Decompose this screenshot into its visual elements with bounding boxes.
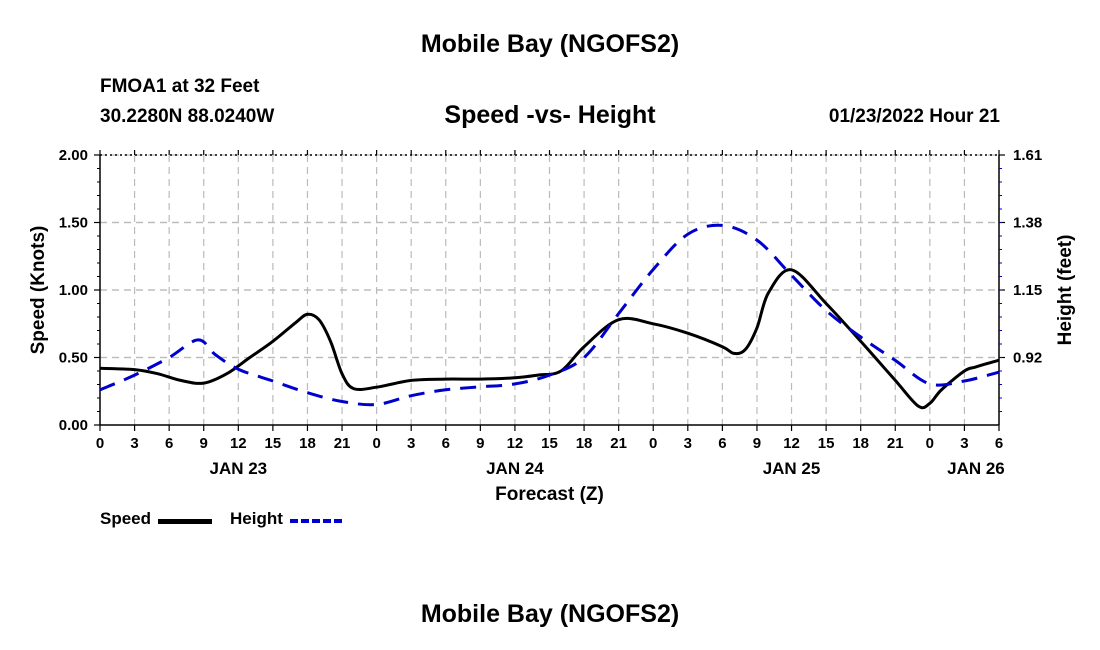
footer-title: Mobile Bay (NGOFS2) [420,600,680,628]
x-tick-label: 3 [130,435,138,452]
day-label: JAN 26 [947,459,1005,478]
day-label: JAN 24 [486,459,544,478]
x-tick-label: 21 [887,435,904,452]
x-tick-label: 12 [507,435,524,452]
x-tick-label: 21 [334,435,351,452]
x-tick-label: 6 [442,435,450,452]
legend-speed-label: Speed [100,509,152,528]
y-tick-label: 0.50 [59,350,88,367]
x-tick-label: 15 [541,435,558,452]
x-tick-label: 18 [299,435,316,452]
x-tick-label: 12 [230,435,247,452]
day-label: JAN 25 [763,459,821,478]
legend-speed-swatch [158,519,212,524]
chart-axes [94,150,1005,431]
x-tick-label: 0 [372,435,380,452]
chart-grid [100,154,999,425]
x-tick-label: 6 [165,435,173,452]
x-tick-label: 21 [610,435,627,452]
legend-height-label: Height [230,509,283,528]
x-tick-label: 12 [783,435,800,452]
y-tick-label: 1.00 [59,282,88,299]
x-axis-title: Forecast (Z) [495,484,604,505]
y-tick-label: 2.00 [59,147,88,164]
y-axis-title: Speed (Knots) [28,226,49,355]
x-tick-label: 18 [576,435,593,452]
x-tick-label: 9 [476,435,484,452]
x-tick-label: 3 [684,435,692,452]
y-tick-label: 1.50 [59,215,88,232]
x-tick-label: 15 [265,435,282,452]
x-tick-label: 9 [200,435,208,452]
chart-title: Mobile Bay (NGOFS2) [420,30,680,58]
x-tick-label: 0 [926,435,934,452]
chart-labels: 0 3 6 9 12 15 18 21 0 3 6 9 12 15 18 21 0 3 6 9 12 15 18 21 0 3 6 J… [28,147,1076,505]
day-label: JAN 23 [209,459,267,478]
chart-subtitle: Speed -vs- Height [444,101,656,129]
x-tick-label: 18 [852,435,869,452]
station-coordinates: 30.2280N 88.0240W [100,106,275,127]
y2-tick-label: 1.38 [1013,215,1042,232]
x-tick-label: 9 [753,435,761,452]
y2-axis-title: Height (feet) [1055,235,1076,346]
x-tick-label: 3 [960,435,968,452]
x-tick-label: 15 [818,435,835,452]
station-label: FMOA1 at 32 Feet [100,76,260,97]
y2-tick-label: 0.92 [1013,350,1042,367]
y-tick-label: 0.00 [59,417,88,434]
chart-series [99,223,1000,410]
x-tick-label: 6 [718,435,726,452]
x-tick-label: 3 [407,435,415,452]
x-tick-label: 0 [649,435,657,452]
legend-height-swatch [290,519,342,523]
x-tick-label: 6 [995,435,1003,452]
y2-tick-label: 1.61 [1013,147,1042,164]
y2-tick-label: 1.15 [1013,282,1042,299]
forecast-datetime: 01/23/2022 Hour 21 [828,106,1000,127]
x-tick-label: 0 [96,435,104,452]
